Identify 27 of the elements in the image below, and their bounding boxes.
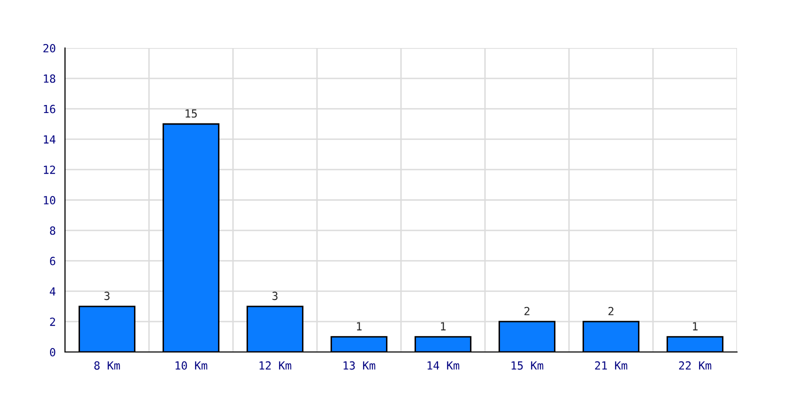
x-tick-label: 21 Km: [595, 361, 628, 370]
y-tick-label: 16: [44, 104, 56, 114]
data-label: 2: [608, 306, 614, 316]
data-label: 1: [356, 322, 362, 330]
y-tick-label: 12: [44, 166, 56, 174]
data-label: 1: [440, 322, 446, 330]
y-tick-label: 20: [43, 44, 56, 52]
y-tick-label: 14: [44, 135, 56, 144]
x-tick-label: 12 Km: [260, 361, 292, 370]
data-label: 1: [692, 322, 698, 330]
x-tick-label: 13 Km: [344, 361, 376, 370]
x-tick-label: 22 Km: [679, 361, 712, 370]
y-tick-label: 6: [50, 256, 56, 266]
y-tick-label: 10: [44, 196, 56, 204]
y-tick-label: 4: [50, 287, 56, 296]
y-tick-label: 0: [50, 348, 56, 356]
data-label: 3: [104, 292, 110, 300]
x-tick-label: 8 Km: [94, 361, 120, 370]
data-label: 2: [524, 306, 530, 316]
x-tick-label: 14 Km: [428, 361, 460, 370]
y-tick-label: 8: [50, 226, 56, 235]
x-tick-label: 15 Km: [512, 361, 544, 370]
data-label: 15: [186, 109, 197, 118]
x-tick-label: 10 Km: [176, 361, 208, 370]
data-label: 3: [272, 292, 278, 300]
y-tick-label: 18: [44, 74, 56, 83]
y-tick-label: 2: [50, 318, 56, 326]
